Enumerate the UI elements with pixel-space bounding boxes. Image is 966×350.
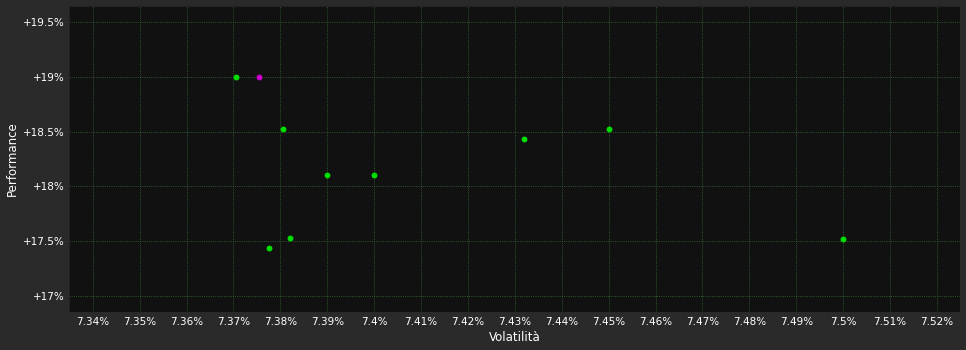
Point — [251, 74, 267, 79]
Point — [517, 136, 532, 142]
Point — [601, 127, 616, 132]
Point — [275, 127, 291, 132]
Point — [261, 245, 276, 251]
X-axis label: Volatilità: Volatilità — [489, 331, 541, 344]
Y-axis label: Performance: Performance — [6, 121, 18, 196]
Point — [282, 235, 298, 241]
Point — [320, 173, 335, 178]
Point — [366, 173, 382, 178]
Point — [836, 236, 851, 242]
Point — [228, 74, 243, 79]
